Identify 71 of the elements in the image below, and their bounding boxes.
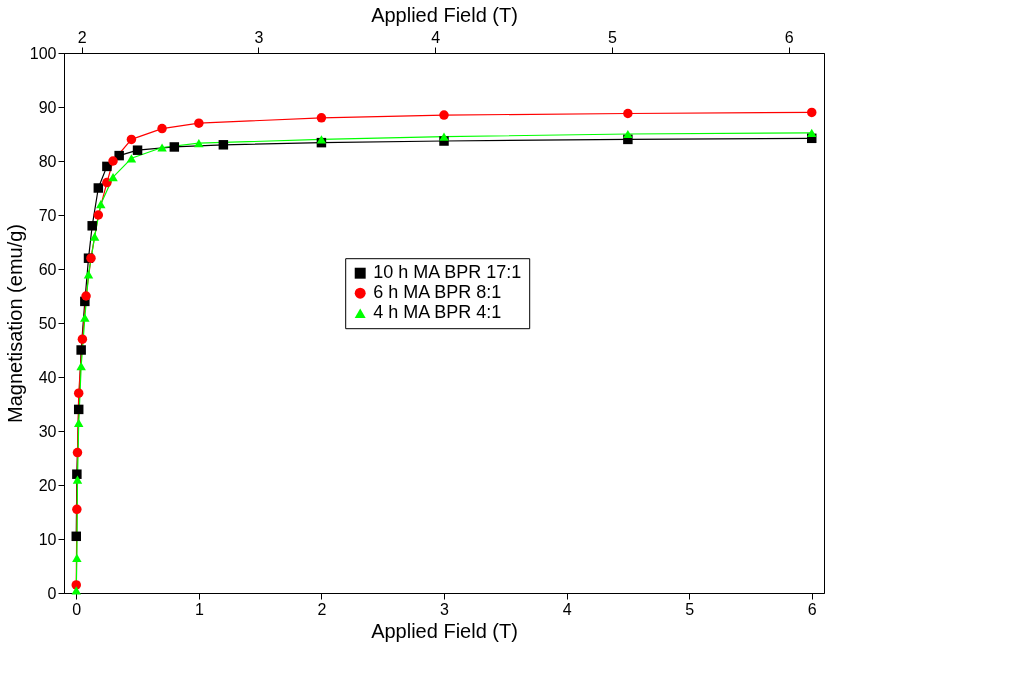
y-tick-label: 0 [47, 584, 57, 602]
point [83, 270, 94, 279]
point [73, 404, 84, 415]
point [126, 134, 137, 145]
point [71, 531, 81, 542]
y-tick-label: 80 [38, 152, 57, 170]
x-tick-label: 1 [194, 600, 204, 618]
point [157, 123, 167, 134]
point [169, 142, 180, 152]
legend-label: 6 h MA BPR 8:1 [373, 282, 502, 303]
x2-tick-label: 2 [77, 28, 87, 46]
point [93, 210, 104, 220]
y-tick-label: 40 [38, 368, 57, 386]
point [132, 145, 143, 155]
legend-label: 4 h MA BPR 4:1 [373, 302, 502, 323]
point [108, 173, 118, 182]
point [72, 447, 83, 458]
x-tick-label: 5 [685, 600, 695, 618]
point [73, 418, 84, 428]
point [439, 110, 449, 120]
x-tick-label: 4 [562, 600, 572, 618]
y-tick-label: 90 [38, 98, 57, 116]
point [96, 200, 106, 209]
x2-axis-title: Applied Field (T) [371, 3, 518, 26]
x2-tick-label: 4 [431, 28, 441, 46]
point [316, 135, 327, 144]
x-tick-label: 0 [72, 600, 82, 618]
point [623, 129, 633, 139]
point [72, 475, 83, 484]
y-axis-title: Magnetisation (emu/g) [3, 224, 26, 423]
x-tick-label: 2 [317, 600, 327, 618]
point [93, 183, 104, 193]
point [87, 221, 97, 231]
x-tick-label: 6 [807, 600, 817, 618]
point [108, 156, 118, 166]
x2-tick-label: 3 [254, 28, 264, 46]
point [807, 107, 817, 118]
point [316, 113, 327, 123]
point [194, 118, 204, 128]
y-tick-label: 10 [38, 530, 57, 548]
point [71, 586, 81, 595]
point [157, 143, 167, 152]
y-tick-label: 70 [38, 206, 57, 224]
point [72, 553, 82, 563]
point [72, 504, 82, 515]
point [102, 161, 112, 172]
point [80, 313, 90, 322]
point [81, 291, 91, 301]
point [218, 140, 229, 150]
point [194, 139, 204, 148]
point [72, 469, 82, 479]
legend-label: 10 h MA BPR 17:1 [373, 262, 522, 283]
x2-tick-label: 6 [784, 28, 794, 46]
y-tick-label: 50 [38, 314, 57, 332]
x-tick-label: 3 [440, 600, 450, 618]
point [126, 154, 137, 163]
y-tick-label: 20 [38, 476, 57, 494]
y-tick-label: 60 [38, 260, 57, 278]
point [77, 334, 88, 344]
point [439, 132, 449, 141]
x-axis-title: Applied Field (T) [371, 619, 518, 642]
point [76, 345, 86, 355]
y-tick-label: 30 [38, 422, 57, 440]
point [76, 362, 86, 371]
point [73, 388, 84, 398]
x2-tick-label: 5 [607, 28, 617, 46]
point [89, 232, 100, 241]
point [807, 128, 817, 138]
point [623, 108, 633, 119]
point [102, 177, 112, 188]
y-tick-label: 100 [29, 44, 57, 62]
